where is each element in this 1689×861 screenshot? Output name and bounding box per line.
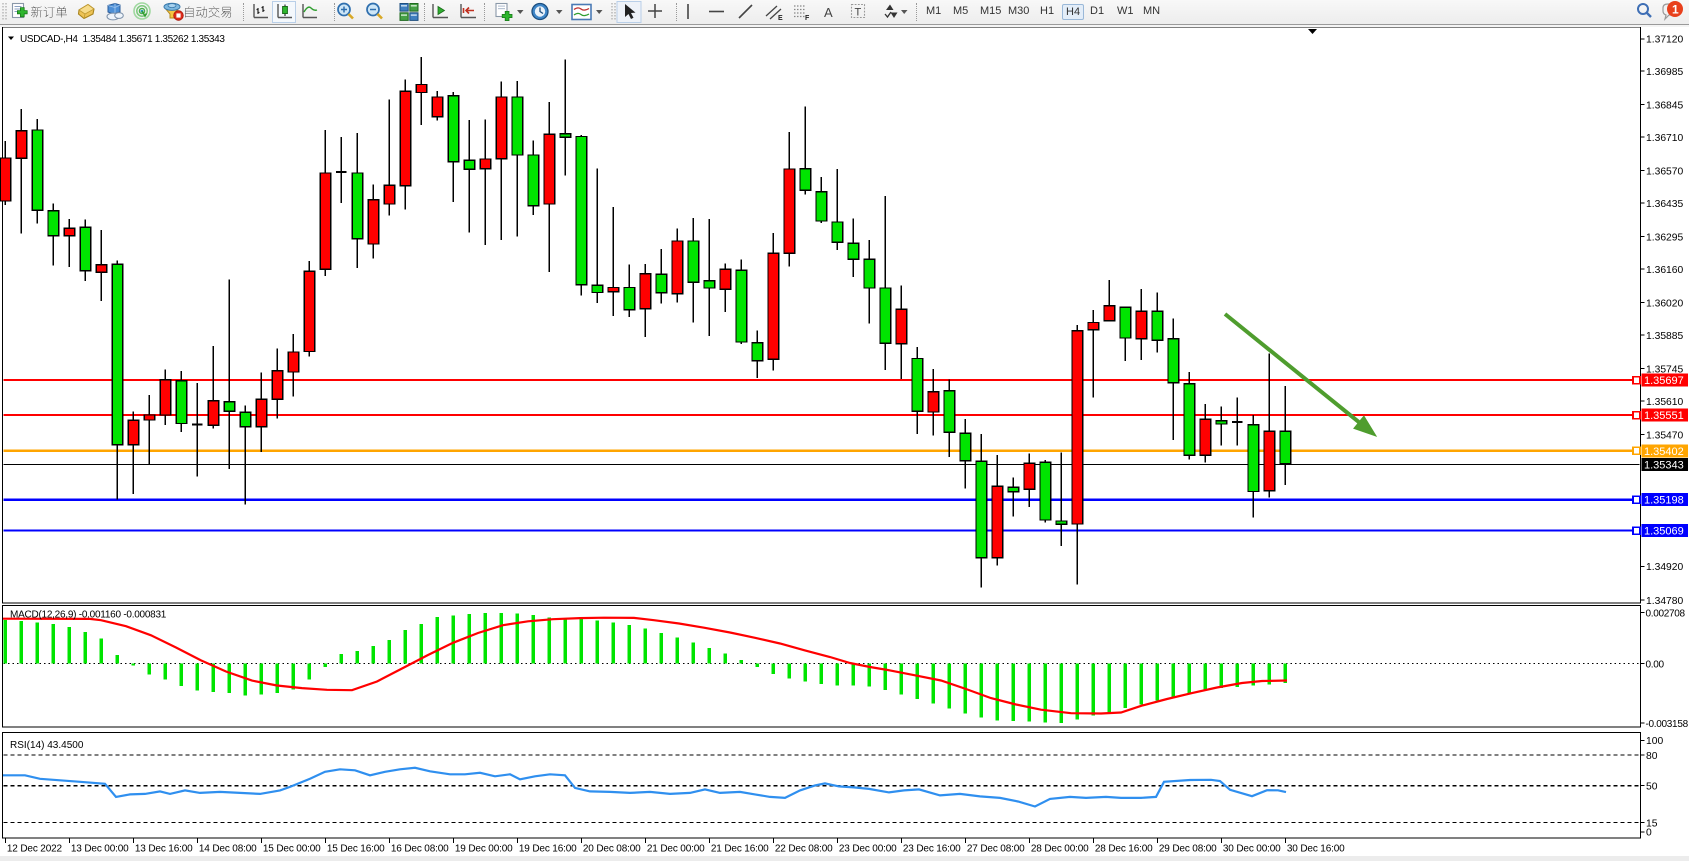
svg-text:1: 1 (1672, 3, 1679, 17)
svg-text:T: T (855, 7, 862, 19)
svg-text:1.35697: 1.35697 (1644, 375, 1684, 387)
svg-text:23 Dec 16:00: 23 Dec 16:00 (903, 844, 961, 855)
svg-text:MACD(12,26,9) -0.001160 -0.000: MACD(12,26,9) -0.001160 -0.000831 (10, 610, 167, 621)
svg-text:1.35402: 1.35402 (1644, 446, 1684, 458)
svg-text:1.35885: 1.35885 (1646, 331, 1683, 342)
svg-text:1.35198: 1.35198 (1644, 495, 1684, 507)
svg-text:13 Dec 00:00: 13 Dec 00:00 (71, 844, 129, 855)
svg-text:A: A (824, 5, 833, 20)
svg-text:30 Dec 00:00: 30 Dec 00:00 (1223, 844, 1281, 855)
svg-text:1.36570: 1.36570 (1646, 167, 1683, 178)
svg-text:E: E (778, 15, 783, 22)
svg-text:19 Dec 00:00: 19 Dec 00:00 (455, 844, 513, 855)
svg-text:15 Dec 16:00: 15 Dec 16:00 (327, 844, 385, 855)
svg-text:15: 15 (1646, 818, 1658, 829)
svg-text:29 Dec 08:00: 29 Dec 08:00 (1159, 844, 1217, 855)
svg-text:1.36295: 1.36295 (1646, 233, 1683, 244)
svg-text:0.002708: 0.002708 (1646, 608, 1686, 619)
svg-text:0.00: 0.00 (1646, 659, 1665, 670)
svg-text:1.34780: 1.34780 (1646, 596, 1683, 607)
svg-text:-0.003158: -0.003158 (1646, 719, 1689, 730)
svg-text:21 Dec 16:00: 21 Dec 16:00 (711, 844, 769, 855)
svg-text:1.35343: 1.35343 (1644, 460, 1684, 472)
svg-text:30 Dec 16:00: 30 Dec 16:00 (1287, 844, 1345, 855)
svg-text:1.34920: 1.34920 (1646, 562, 1683, 573)
svg-text:20 Dec 08:00: 20 Dec 08:00 (583, 844, 641, 855)
svg-text:1.36710: 1.36710 (1646, 133, 1683, 144)
svg-text:16 Dec 08:00: 16 Dec 08:00 (391, 844, 449, 855)
svg-text:100: 100 (1646, 736, 1663, 747)
svg-text:1.37120: 1.37120 (1646, 35, 1683, 46)
svg-text:1.36985: 1.36985 (1646, 67, 1683, 78)
svg-text:1.35610: 1.35610 (1646, 397, 1683, 408)
svg-text:RSI(14) 43.4500: RSI(14) 43.4500 (10, 740, 84, 751)
svg-text:0: 0 (1646, 828, 1652, 839)
svg-text:13 Dec 16:00: 13 Dec 16:00 (135, 844, 193, 855)
svg-text:1.36845: 1.36845 (1646, 101, 1683, 112)
svg-text:28 Dec 16:00: 28 Dec 16:00 (1095, 844, 1153, 855)
svg-text:1.35470: 1.35470 (1646, 430, 1683, 441)
svg-text:19 Dec 16:00: 19 Dec 16:00 (519, 844, 577, 855)
svg-text:50: 50 (1646, 782, 1658, 793)
svg-text:27 Dec 08:00: 27 Dec 08:00 (967, 844, 1025, 855)
svg-text:80: 80 (1646, 751, 1658, 762)
svg-text:23 Dec 00:00: 23 Dec 00:00 (839, 844, 897, 855)
svg-text:1.36020: 1.36020 (1646, 298, 1683, 309)
svg-text:USDCAD-,H4 1.35484 1.35671 1.: USDCAD-,H4 1.35484 1.35671 1.35262 1.353… (20, 34, 225, 45)
svg-text:14 Dec 08:00: 14 Dec 08:00 (199, 844, 257, 855)
svg-text:22 Dec 08:00: 22 Dec 08:00 (775, 844, 833, 855)
svg-text:21 Dec 00:00: 21 Dec 00:00 (647, 844, 705, 855)
svg-text:12 Dec 2022: 12 Dec 2022 (7, 844, 63, 855)
svg-text:1.36435: 1.36435 (1646, 199, 1683, 210)
svg-text:1.35745: 1.35745 (1646, 364, 1683, 375)
svg-text:15 Dec 00:00: 15 Dec 00:00 (263, 844, 321, 855)
svg-text:1.35069: 1.35069 (1644, 526, 1684, 538)
svg-text:28 Dec 00:00: 28 Dec 00:00 (1031, 844, 1089, 855)
svg-text:1.36160: 1.36160 (1646, 265, 1683, 276)
svg-text:1.35551: 1.35551 (1644, 410, 1684, 422)
svg-text:F: F (805, 15, 810, 22)
